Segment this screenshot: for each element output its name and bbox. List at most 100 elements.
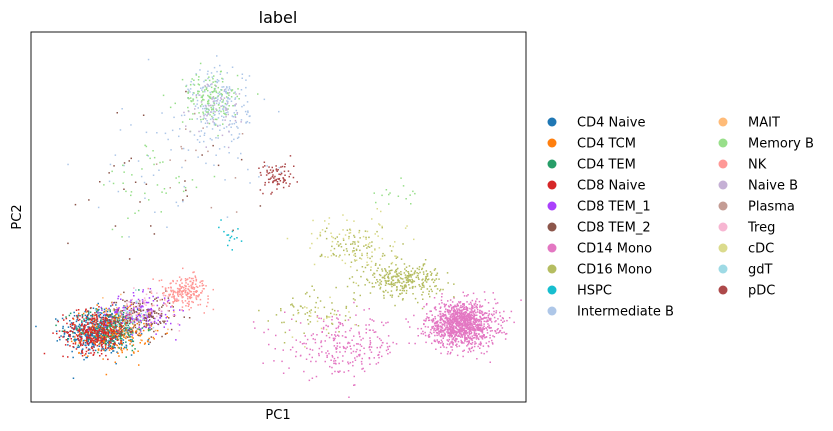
series-gdt [94, 289, 155, 341]
scatter-point [182, 147, 185, 150]
scatter-point [330, 312, 332, 315]
scatter-point [459, 324, 462, 326]
scatter-point [373, 276, 376, 278]
scatter-point [79, 336, 81, 338]
scatter-point [127, 313, 129, 315]
scatter-point [227, 100, 229, 103]
scatter-point [473, 332, 476, 335]
scatter-point [133, 310, 135, 312]
scatter-point [67, 326, 70, 328]
scatter-point [157, 319, 159, 322]
scatter-point [449, 304, 452, 306]
scatter-point [205, 88, 208, 91]
scatter-point [119, 326, 121, 328]
scatter-point [379, 264, 381, 266]
scatter-point [418, 284, 420, 286]
scatter-point [289, 155, 292, 157]
scatter-point [99, 313, 102, 316]
scatter-point [117, 346, 120, 349]
scatter-point [73, 335, 75, 338]
scatter-point [81, 314, 84, 316]
scatter-point [335, 313, 338, 316]
scatter-point [390, 276, 393, 278]
scatter-point [117, 352, 119, 354]
scatter-point [338, 331, 340, 333]
scatter-point [160, 315, 163, 317]
scatter-point [335, 286, 337, 289]
scatter-point [108, 342, 111, 344]
scatter-point [275, 334, 277, 337]
scatter-point [268, 181, 270, 184]
scatter-point [78, 339, 80, 342]
scatter-point [227, 244, 229, 247]
scatter-point [167, 287, 170, 289]
scatter-point [188, 300, 190, 303]
scatter-point [101, 338, 103, 341]
scatter-point [215, 137, 217, 139]
scatter-point [457, 321, 459, 323]
scatter-point [236, 95, 238, 98]
scatter-point [79, 326, 81, 329]
scatter-point [168, 293, 170, 296]
scatter-point [463, 295, 466, 297]
scatter-point [108, 346, 110, 348]
scatter-point [120, 333, 122, 335]
scatter-point [92, 346, 95, 348]
scatter-point [310, 232, 313, 235]
scatter-point [471, 341, 474, 344]
scatter-point [342, 324, 344, 327]
scatter-point [97, 339, 100, 341]
scatter-point [83, 339, 85, 342]
scatter-point [138, 326, 140, 328]
scatter-point [330, 359, 332, 361]
scatter-point [279, 173, 282, 176]
scatter-point [164, 303, 166, 305]
scatter-point [172, 291, 175, 294]
scatter-point [327, 325, 329, 327]
scatter-point [91, 313, 94, 316]
scatter-point [454, 340, 457, 342]
scatter-point [104, 341, 106, 343]
scatter-point [475, 338, 478, 340]
scatter-point [86, 315, 88, 318]
scatter-point [106, 323, 109, 325]
scatter-point [196, 286, 199, 288]
scatter-point [193, 92, 195, 94]
scatter-point [497, 332, 500, 334]
scatter-point [469, 337, 471, 340]
scatter-point [207, 150, 209, 153]
scatter-point [209, 93, 212, 96]
scatter-point [131, 298, 133, 301]
scatter-point [450, 313, 452, 315]
scatter-point [489, 319, 492, 321]
scatter-point [469, 313, 471, 316]
scatter-point [107, 333, 110, 335]
scatter-point [99, 329, 101, 331]
scatter-point [62, 355, 64, 358]
scatter-point [470, 313, 473, 316]
scatter-point [469, 327, 471, 329]
scatter-point [94, 329, 96, 332]
scatter-point [104, 346, 107, 348]
scatter-point [142, 309, 145, 311]
scatter-point [120, 312, 123, 315]
scatter-point [332, 252, 334, 255]
scatter-point [212, 81, 214, 83]
scatter-point [388, 283, 391, 286]
scatter-point [118, 323, 121, 326]
scatter-point [235, 121, 237, 124]
scatter-point [72, 346, 74, 348]
scatter-point [177, 205, 179, 207]
scatter-point [459, 301, 462, 303]
scatter-point [129, 318, 132, 320]
scatter-point [122, 316, 124, 318]
scatter-point [143, 303, 146, 305]
scatter-point [453, 321, 455, 323]
scatter-point [488, 313, 491, 315]
scatter-point [508, 317, 511, 319]
scatter-point [421, 294, 423, 296]
scatter-point [138, 309, 140, 311]
scatter-point [116, 337, 119, 340]
scatter-point [221, 108, 224, 110]
scatter-point [469, 329, 471, 332]
